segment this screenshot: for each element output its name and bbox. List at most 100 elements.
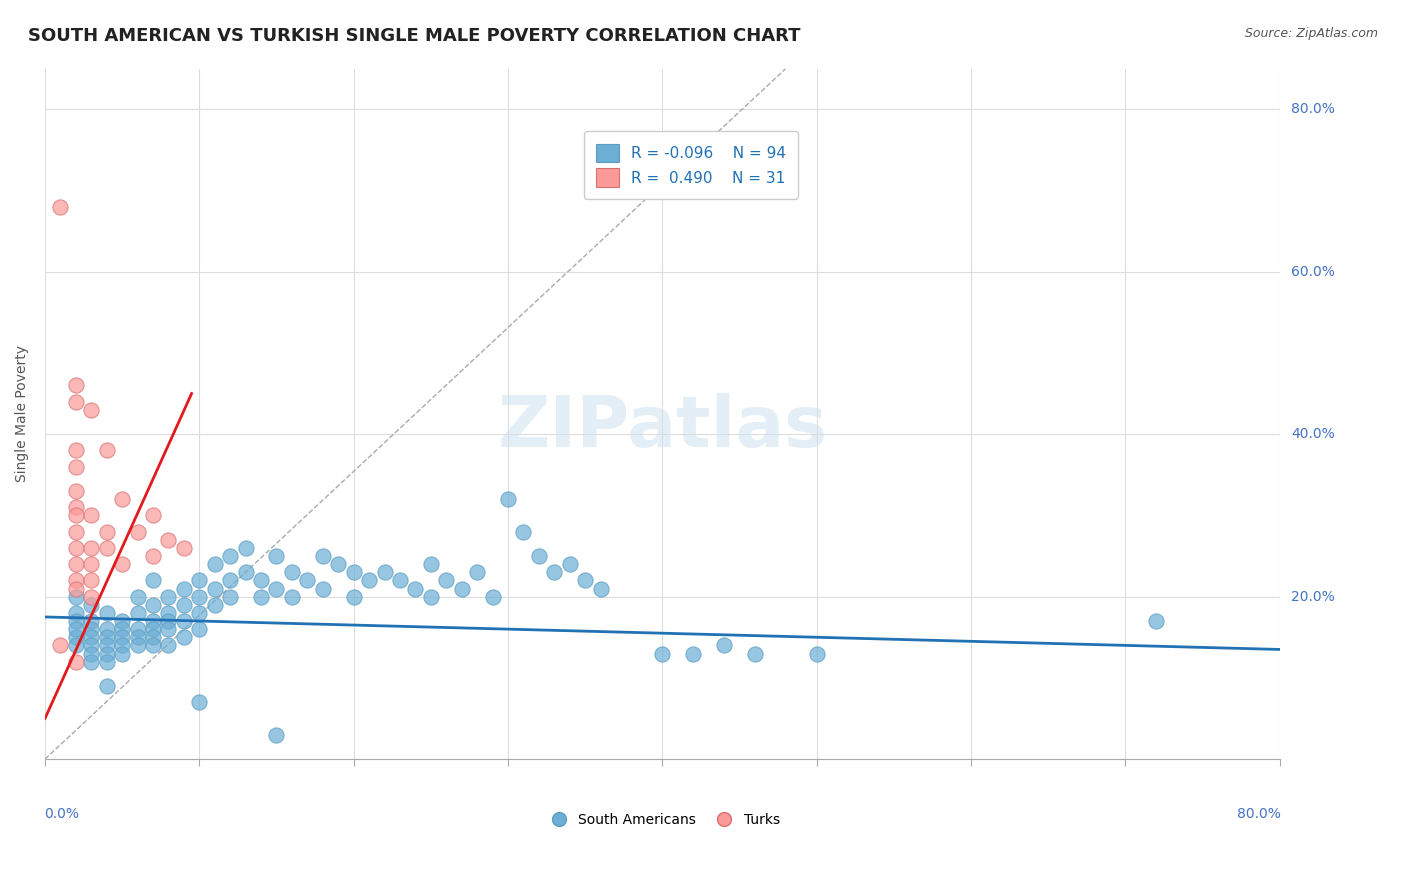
Point: [127, 639, 149, 653]
Point: [65, 459, 87, 474]
Point: [80, 590, 103, 604]
Point: [359, 574, 381, 588]
Point: [65, 639, 87, 653]
Point: [204, 598, 226, 612]
Text: ZIPatlas: ZIPatlas: [498, 393, 828, 462]
Point: [142, 614, 165, 628]
Point: [157, 614, 180, 628]
Point: [173, 541, 195, 555]
Point: [481, 590, 503, 604]
Point: [157, 639, 180, 653]
Point: [157, 590, 180, 604]
Point: [80, 557, 103, 571]
Point: [558, 557, 581, 571]
Point: [173, 582, 195, 596]
Point: [142, 622, 165, 636]
Point: [80, 402, 103, 417]
Text: 60.0%: 60.0%: [1291, 265, 1334, 278]
Point: [312, 582, 335, 596]
Point: [65, 630, 87, 644]
Point: [188, 622, 211, 636]
Point: [80, 508, 103, 523]
Point: [157, 533, 180, 547]
Point: [96, 541, 118, 555]
Point: [65, 394, 87, 409]
Point: [266, 728, 288, 742]
Point: [219, 549, 242, 563]
Point: [96, 606, 118, 620]
Point: [80, 614, 103, 628]
Point: [80, 639, 103, 653]
Point: [65, 443, 87, 458]
Point: [173, 598, 195, 612]
Point: [450, 582, 472, 596]
Point: [96, 443, 118, 458]
Point: [96, 630, 118, 644]
Point: [65, 524, 87, 539]
Point: [142, 630, 165, 644]
Point: [465, 566, 488, 580]
Point: [744, 647, 766, 661]
Point: [127, 606, 149, 620]
Point: [250, 590, 273, 604]
Point: [80, 647, 103, 661]
Point: [281, 590, 304, 604]
Point: [1144, 614, 1167, 628]
Point: [111, 557, 134, 571]
Point: [65, 614, 87, 628]
Point: [111, 647, 134, 661]
Point: [188, 695, 211, 709]
Point: [343, 566, 366, 580]
Point: [404, 582, 426, 596]
Point: [806, 647, 828, 661]
Point: [65, 541, 87, 555]
Point: [65, 500, 87, 515]
Point: [512, 524, 534, 539]
Point: [219, 590, 242, 604]
Point: [173, 614, 195, 628]
Legend: South Americans, Turks: South Americans, Turks: [540, 807, 785, 832]
Point: [527, 549, 550, 563]
Text: 80.0%: 80.0%: [1237, 807, 1281, 822]
Point: [127, 622, 149, 636]
Point: [65, 606, 87, 620]
Point: [96, 679, 118, 693]
Point: [96, 647, 118, 661]
Point: [496, 492, 519, 507]
Point: [127, 524, 149, 539]
Point: [65, 508, 87, 523]
Point: [157, 606, 180, 620]
Point: [651, 647, 673, 661]
Point: [96, 655, 118, 669]
Text: 80.0%: 80.0%: [1291, 103, 1334, 116]
Point: [574, 574, 596, 588]
Point: [65, 622, 87, 636]
Y-axis label: Single Male Poverty: Single Male Poverty: [15, 345, 30, 483]
Point: [80, 574, 103, 588]
Point: [297, 574, 319, 588]
Point: [250, 574, 273, 588]
Point: [49, 200, 72, 214]
Point: [65, 378, 87, 392]
Point: [188, 574, 211, 588]
Point: [96, 622, 118, 636]
Point: [142, 639, 165, 653]
Point: [419, 590, 441, 604]
Point: [142, 598, 165, 612]
Point: [374, 566, 396, 580]
Point: [142, 549, 165, 563]
Text: 20.0%: 20.0%: [1291, 590, 1334, 604]
Point: [589, 582, 612, 596]
Point: [49, 639, 72, 653]
Point: [188, 606, 211, 620]
Point: [713, 639, 735, 653]
Point: [111, 492, 134, 507]
Point: [235, 566, 257, 580]
Point: [111, 622, 134, 636]
Point: [111, 630, 134, 644]
Point: [80, 598, 103, 612]
Point: [173, 630, 195, 644]
Point: [204, 582, 226, 596]
Point: [65, 557, 87, 571]
Point: [65, 582, 87, 596]
